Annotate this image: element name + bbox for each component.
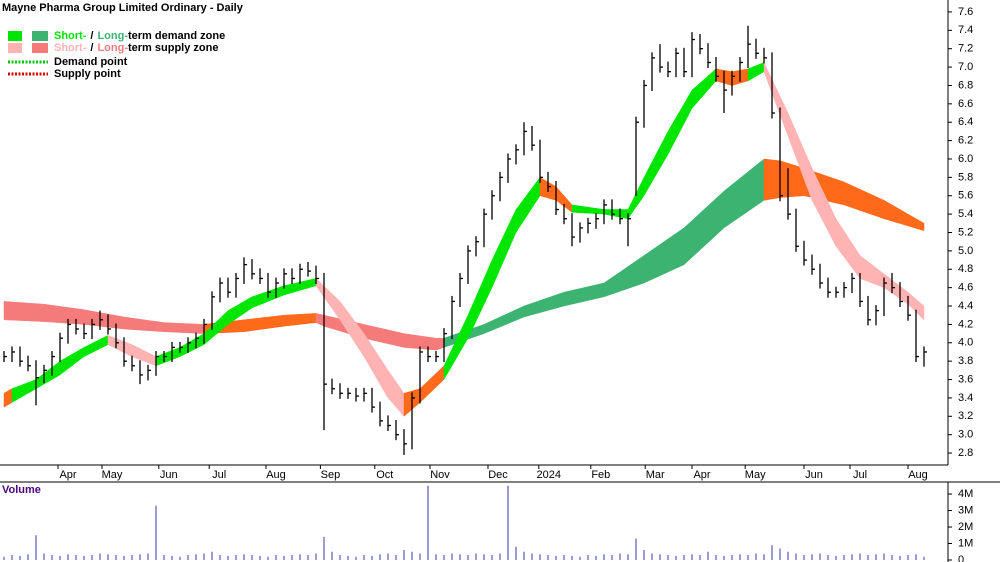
legend-short: Short- xyxy=(54,30,87,42)
x-tick-label: Apr xyxy=(59,469,76,481)
y-tick-label: 5.8 xyxy=(958,171,973,183)
x-tick-label: 2024 xyxy=(537,469,561,481)
x-tick-label: Sep xyxy=(321,469,341,481)
y-tick-label: 3.6 xyxy=(958,373,973,385)
y-tick-label: 7.2 xyxy=(958,43,973,55)
legend-long: Long- xyxy=(97,30,128,42)
y-tick-label: 5.4 xyxy=(958,208,973,220)
y-tick-label: 2M xyxy=(958,521,973,533)
y-tick-label: 0 xyxy=(958,554,964,562)
x-tick-label: Feb xyxy=(591,469,610,481)
zones xyxy=(3,62,925,417)
legend-sep: / xyxy=(90,30,93,42)
y-tick-label: 7.0 xyxy=(958,61,973,73)
y-tick-label: 6.6 xyxy=(958,98,973,110)
y-tick-label: 6.8 xyxy=(958,79,973,91)
volume-title: Volume xyxy=(2,484,41,496)
y-tick-label: 5.0 xyxy=(958,245,973,257)
y-tick-label: 6.4 xyxy=(958,116,973,128)
x-tick-label: Jun xyxy=(805,469,823,481)
chart-title: Mayne Pharma Group Limited Ordinary - Da… xyxy=(2,2,244,14)
y-tick-label: 5.2 xyxy=(958,226,973,238)
price-bars xyxy=(3,25,927,560)
y-tick-label: 5.6 xyxy=(958,190,973,202)
y-tick-label: 7.4 xyxy=(958,24,973,36)
y-tick-label: 3M xyxy=(958,504,973,516)
y-tick-label: 3.2 xyxy=(958,410,973,422)
legend-label: Short- / Long-term demand zone xyxy=(54,30,225,42)
y-tick-label: 3.8 xyxy=(958,355,973,367)
x-tick-label: Jun xyxy=(160,469,178,481)
y-tick-label: 4.6 xyxy=(958,282,973,294)
legend-swatch xyxy=(32,31,48,41)
y-tick-label: 3.4 xyxy=(958,392,973,404)
x-tick-label: Dec xyxy=(488,469,508,481)
x-tick-label: Aug xyxy=(266,469,286,481)
legend-sep: / xyxy=(90,42,93,54)
y-tick-label: 4.8 xyxy=(958,263,973,275)
legend: Short- / Long-term demand zone Short- / Long-… xyxy=(8,30,225,80)
x-tick-label: Oct xyxy=(376,469,393,481)
y-tick-label: 6.0 xyxy=(958,153,973,165)
legend-short: Short- xyxy=(54,42,87,54)
zone xyxy=(763,62,925,321)
x-tick-label: May xyxy=(102,469,123,481)
x-tick-label: Apr xyxy=(693,469,710,481)
x-tick-label: May xyxy=(745,469,766,481)
legend-swatch xyxy=(8,31,22,41)
y-tick-label: 4.2 xyxy=(958,318,973,330)
legend-label: Supply point xyxy=(54,68,121,80)
y-tick-label: 4.4 xyxy=(958,300,973,312)
y-tick-label: 2.8 xyxy=(958,447,973,459)
y-tick-label: 3.0 xyxy=(958,429,973,441)
legend-label: Short- / Long-term supply zone xyxy=(54,42,218,54)
x-tick-label: Mar xyxy=(646,469,665,481)
x-tick-label: Jul xyxy=(212,469,226,481)
legend-long: Long- xyxy=(97,42,128,54)
legend-swatch xyxy=(8,43,22,53)
y-tick-label: 6.2 xyxy=(958,135,973,147)
y-tick-label: 1M xyxy=(958,537,973,549)
y-tick-label: 4M xyxy=(958,488,973,500)
y-tick-label: 7.6 xyxy=(958,6,973,18)
y-tick-label: 4.0 xyxy=(958,337,973,349)
legend-label: Demand point xyxy=(54,56,128,68)
x-tick-label: Jul xyxy=(853,469,867,481)
legend-rest: term supply zone xyxy=(128,42,218,54)
x-tick-label: Nov xyxy=(430,469,450,481)
x-tick-label: Aug xyxy=(908,469,928,481)
legend-rest: term demand zone xyxy=(128,30,225,42)
legend-swatch xyxy=(32,43,48,53)
